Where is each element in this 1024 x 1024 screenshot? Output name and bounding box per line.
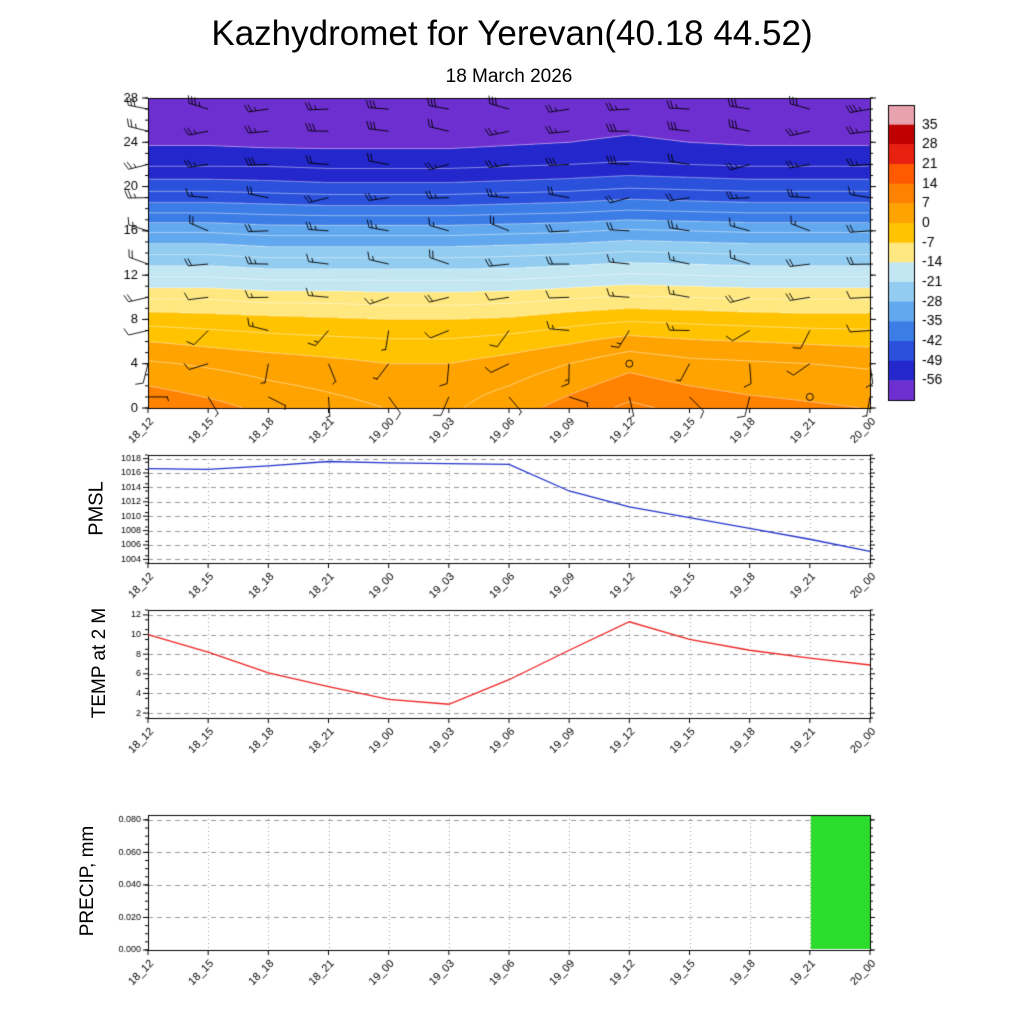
temp2m-axis-label: TEMP at 2 M: [89, 607, 110, 719]
chart-date: 18 March 2026: [445, 66, 573, 87]
precip-axis-label: PRECIP, mm: [77, 825, 98, 937]
page-title: Kazhydromet for Yerevan(40.18 44.52): [211, 14, 813, 53]
